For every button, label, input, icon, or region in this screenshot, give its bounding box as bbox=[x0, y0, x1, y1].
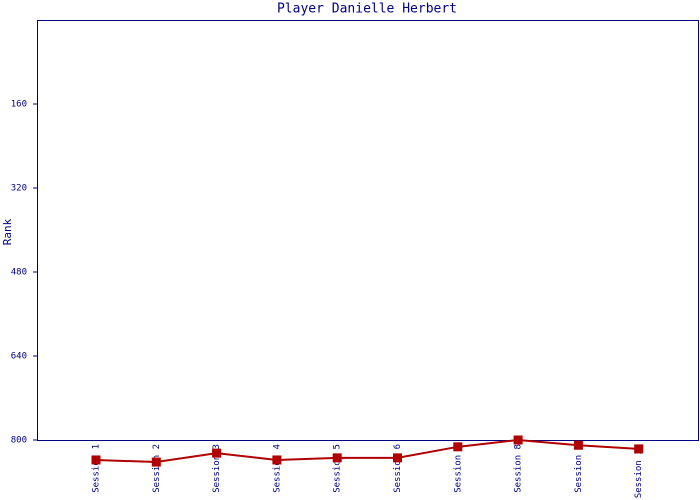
x-tick-label: Session 8 bbox=[514, 444, 524, 493]
x-tick-label: Session 2 bbox=[152, 444, 162, 493]
x-tick-label: Session 5 bbox=[333, 444, 343, 493]
x-tick-label: Session 7 bbox=[453, 444, 463, 493]
x-tick-label: Session 6 bbox=[393, 444, 403, 493]
marker bbox=[634, 444, 644, 454]
marker bbox=[91, 455, 101, 465]
x-tick-label: Session 9 bbox=[574, 444, 584, 493]
marker bbox=[453, 442, 463, 452]
y-axis-label: Rank bbox=[1, 218, 14, 245]
line bbox=[95, 438, 639, 464]
x-tick-label: Session 4 bbox=[272, 444, 282, 493]
marker bbox=[573, 440, 583, 450]
marker bbox=[272, 455, 282, 465]
y-tick-label: 320 bbox=[11, 184, 27, 194]
plot-frame bbox=[37, 20, 699, 441]
x-tick-label: Session 1 bbox=[92, 444, 102, 493]
y-tick-label: 640 bbox=[11, 352, 27, 362]
y-tick-label: 160 bbox=[11, 100, 27, 110]
marker bbox=[332, 453, 342, 463]
marker bbox=[393, 453, 402, 463]
x-tick-label: Session 3 bbox=[212, 444, 222, 493]
marker bbox=[212, 448, 222, 458]
y-tick-label: 480 bbox=[11, 268, 27, 278]
chart-title: Player Danielle Herbert bbox=[277, 2, 457, 17]
y-tick-label: 800 bbox=[11, 436, 27, 446]
marker bbox=[151, 457, 161, 467]
marker bbox=[513, 435, 523, 445]
x-tick-label: Session 10 bbox=[634, 444, 644, 498]
